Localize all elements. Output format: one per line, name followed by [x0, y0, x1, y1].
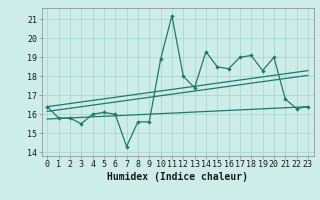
X-axis label: Humidex (Indice chaleur): Humidex (Indice chaleur) [107, 172, 248, 182]
